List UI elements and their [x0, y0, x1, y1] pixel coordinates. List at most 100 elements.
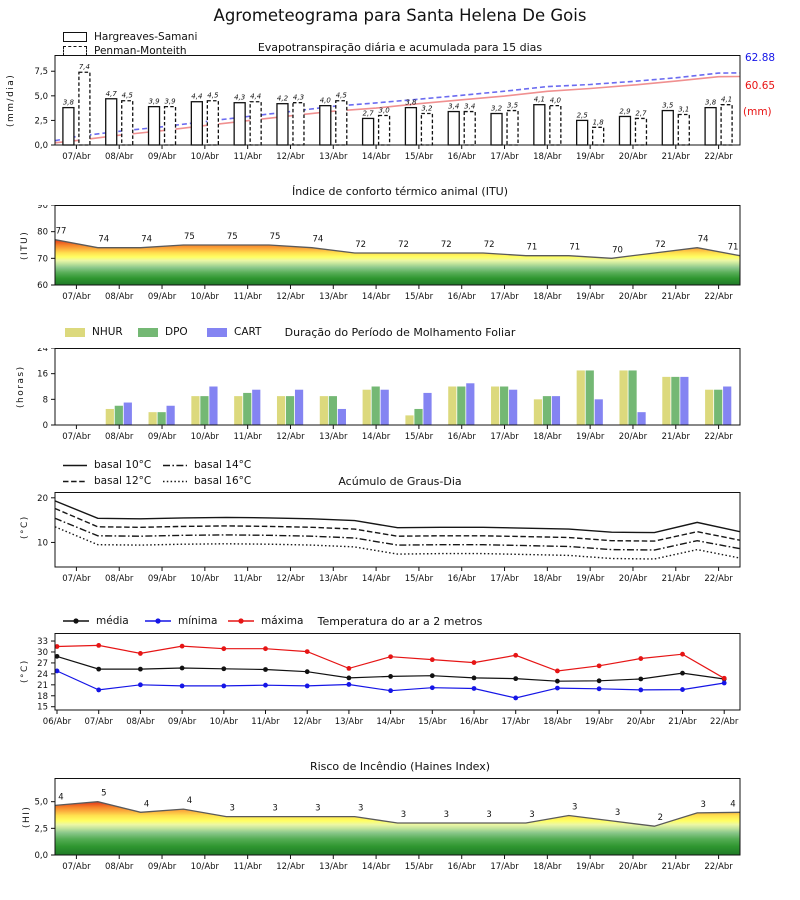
- svg-text:70: 70: [612, 245, 623, 255]
- svg-text:13/Abr: 13/Abr: [319, 432, 348, 442]
- svg-text:08/Abr: 08/Abr: [105, 862, 134, 872]
- legend-label-hargreaves: Hargreaves-Samani: [94, 31, 198, 43]
- svg-text:08/Abr: 08/Abr: [105, 152, 134, 162]
- svg-text:4,3: 4,3: [293, 94, 304, 102]
- svg-text:17/Abr: 17/Abr: [490, 152, 519, 162]
- svg-text:3: 3: [572, 803, 577, 813]
- svg-text:70: 70: [37, 254, 48, 264]
- svg-text:27: 27: [37, 659, 48, 669]
- svg-text:16/Abr: 16/Abr: [448, 292, 477, 302]
- svg-text:3: 3: [444, 810, 449, 820]
- nhur-swatch: [65, 327, 85, 337]
- svg-text:4: 4: [730, 799, 735, 809]
- svg-text:3,8: 3,8: [63, 99, 75, 107]
- svg-text:14/Abr: 14/Abr: [362, 292, 391, 302]
- legend-label-basal10: basal 10°C: [94, 459, 152, 471]
- svg-text:24: 24: [37, 670, 48, 680]
- svg-text:3,5: 3,5: [507, 102, 519, 110]
- svg-text:12/Abr: 12/Abr: [276, 292, 305, 302]
- svg-text:13/Abr: 13/Abr: [319, 292, 348, 302]
- legend-item-dpo: DPO: [138, 326, 188, 338]
- svg-text:07/Abr: 07/Abr: [85, 717, 114, 727]
- svg-text:11/Abr: 11/Abr: [233, 574, 262, 584]
- legend-item-basal16: basal 16°C: [163, 475, 251, 487]
- svg-text:22/Abr: 22/Abr: [704, 574, 733, 584]
- svg-text:3: 3: [315, 804, 320, 814]
- svg-text:15/Abr: 15/Abr: [405, 152, 434, 162]
- svg-text:80: 80: [37, 228, 48, 238]
- fire-risk-plot: 4 5 4 4 3 3 3 3 3 3 3 3 3 3 2 3 4 0,0 2,5 5,0 07/Abr 08/Abr 09…: [34, 778, 741, 872]
- svg-text:0: 0: [43, 421, 48, 431]
- svg-text:17/Abr: 17/Abr: [490, 292, 519, 302]
- svg-text:13/Abr: 13/Abr: [319, 574, 348, 584]
- svg-text:74: 74: [698, 235, 709, 245]
- cart-swatch: [207, 327, 227, 337]
- svg-text:0,0: 0,0: [34, 851, 48, 861]
- hargreaves-accumulated-total: 60.65: [745, 80, 776, 92]
- svg-text:10/Abr: 10/Abr: [191, 432, 220, 442]
- svg-text:15/Abr: 15/Abr: [405, 862, 434, 872]
- svg-text:16/Abr: 16/Abr: [460, 717, 489, 727]
- svg-text:21/Abr: 21/Abr: [662, 862, 691, 872]
- svg-text:10/Abr: 10/Abr: [191, 152, 220, 162]
- svg-text:07/Abr: 07/Abr: [62, 432, 91, 442]
- svg-text:74: 74: [312, 235, 323, 245]
- svg-text:20/Abr: 20/Abr: [619, 432, 648, 442]
- svg-text:3,8: 3,8: [405, 99, 417, 107]
- svg-text:21/Abr: 21/Abr: [662, 152, 691, 162]
- svg-text:72: 72: [398, 240, 409, 250]
- legend-label-basal16: basal 16°C: [194, 475, 252, 487]
- chart-title-fire-risk: Risco de Incêndio (Haines Index): [309, 760, 491, 773]
- svg-text:3: 3: [486, 810, 491, 820]
- svg-text:12/Abr: 12/Abr: [276, 152, 305, 162]
- svg-text:22/Abr: 22/Abr: [704, 152, 733, 162]
- svg-text:3: 3: [529, 810, 534, 820]
- svg-text:4,5: 4,5: [122, 92, 134, 100]
- itu-plot: 77 74 74 75 75 75 74 72 72 72 72 71 71 70 72 74 71 60 70 80…: [37, 205, 741, 302]
- svg-text:21/Abr: 21/Abr: [668, 717, 697, 727]
- svg-text:3,4: 3,4: [448, 103, 459, 111]
- svg-text:4,1: 4,1: [534, 96, 545, 104]
- svg-text:18/Abr: 18/Abr: [533, 862, 562, 872]
- svg-text:08/Abr: 08/Abr: [126, 717, 155, 727]
- svg-text:5: 5: [101, 789, 106, 799]
- svg-text:2,9: 2,9: [619, 107, 631, 115]
- svg-text:16/Abr: 16/Abr: [448, 574, 477, 584]
- svg-text:74: 74: [98, 235, 109, 245]
- svg-text:3,5: 3,5: [662, 102, 674, 110]
- svg-text:20/Abr: 20/Abr: [619, 862, 648, 872]
- svg-text:0,0: 0,0: [34, 141, 48, 151]
- svg-text:22/Abr: 22/Abr: [704, 292, 733, 302]
- legend-label-basal14: basal 14°C: [194, 459, 252, 471]
- penman-accumulated-total: 62.88: [745, 52, 776, 64]
- svg-text:3,9: 3,9: [164, 98, 176, 106]
- svg-text:10/Abr: 10/Abr: [210, 717, 239, 727]
- svg-text:15/Abr: 15/Abr: [418, 717, 447, 727]
- media-line-swatch: [63, 618, 89, 624]
- legend-label-dpo: DPO: [165, 326, 188, 338]
- svg-text:3,4: 3,4: [464, 103, 475, 111]
- svg-text:75: 75: [227, 232, 238, 242]
- svg-text:3: 3: [230, 804, 235, 814]
- svg-text:4,3: 4,3: [234, 94, 245, 102]
- svg-text:10: 10: [37, 538, 48, 548]
- degree-days-plot: 10 20 07/Abr 08/Abr 09/Abr 10/Abr 11/Abr 12/Abr…: [37, 492, 741, 584]
- svg-text:4: 4: [144, 799, 149, 809]
- svg-text:21/Abr: 21/Abr: [662, 432, 691, 442]
- svg-text:19/Abr: 19/Abr: [576, 432, 605, 442]
- svg-text:17/Abr: 17/Abr: [490, 432, 519, 442]
- dpo-swatch: [138, 327, 158, 337]
- svg-text:17/Abr: 17/Abr: [502, 717, 531, 727]
- svg-text:18/Abr: 18/Abr: [543, 717, 572, 727]
- svg-text:60: 60: [37, 281, 48, 291]
- svg-text:5,0: 5,0: [34, 92, 48, 102]
- maxima-line-swatch: [228, 618, 254, 624]
- svg-text:20/Abr: 20/Abr: [627, 717, 656, 727]
- chart-title-temperature: Temperatura do ar a 2 metros: [317, 615, 483, 628]
- svg-text:10/Abr: 10/Abr: [191, 862, 220, 872]
- svg-text:4,0: 4,0: [320, 97, 332, 105]
- svg-text:3,9: 3,9: [148, 98, 160, 106]
- svg-text:12/Abr: 12/Abr: [276, 862, 305, 872]
- svg-text:4,7: 4,7: [106, 90, 118, 98]
